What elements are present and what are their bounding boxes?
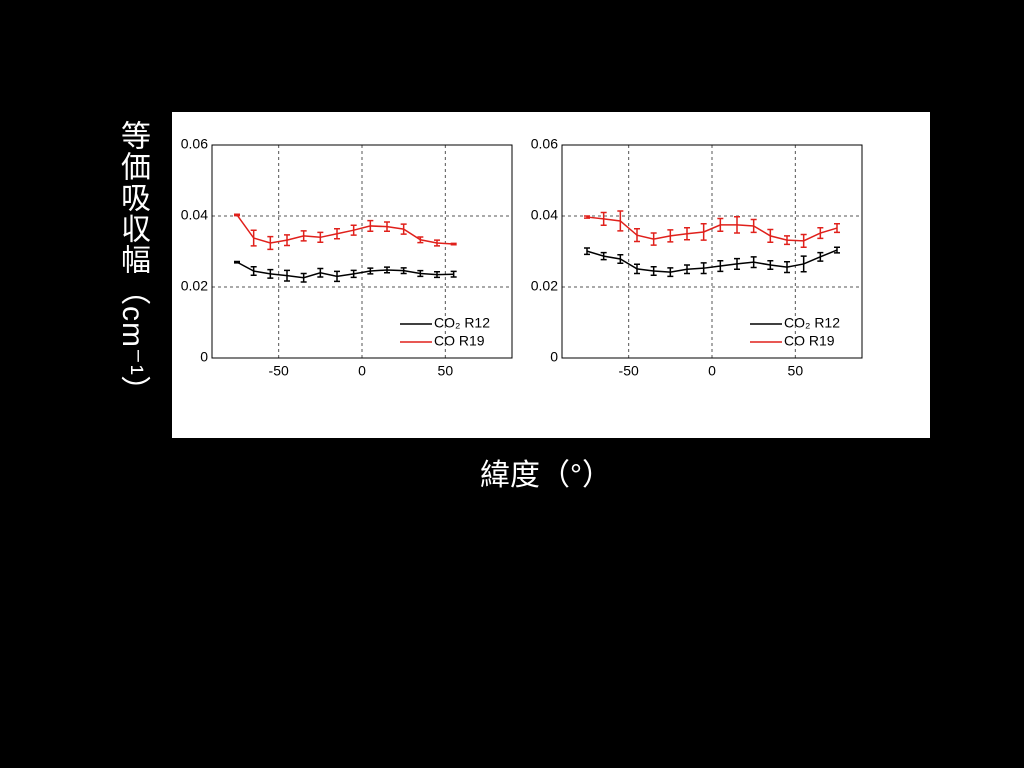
error-bar (767, 228, 774, 244)
error-bar (417, 236, 424, 244)
error-bar (417, 269, 424, 278)
error-bar (317, 231, 324, 244)
legend-label: CO₂ R12 (784, 315, 840, 331)
y-tick-label: 0.02 (531, 278, 558, 294)
error-bar (650, 232, 657, 246)
error-bar (317, 267, 324, 278)
series-line (236, 261, 454, 279)
axes-frame (211, 144, 513, 359)
error-bar (600, 211, 607, 226)
error-bar (817, 226, 824, 240)
error-bar (267, 235, 274, 251)
error-bar (784, 235, 790, 246)
y-tick-label: 0 (550, 349, 558, 365)
error-bar (684, 264, 690, 275)
y-axis-label: 等価吸収幅（cm⁻¹） (116, 120, 149, 407)
error-bar (617, 253, 624, 264)
error-bar (384, 221, 390, 233)
error-bar (367, 267, 374, 275)
error-bar (700, 262, 707, 275)
error-bar (817, 251, 824, 262)
error-bar (800, 255, 807, 273)
y-tick-label: 0.06 (181, 136, 208, 152)
error-bar (284, 269, 290, 282)
legend-label: CO₂ R12 (434, 315, 490, 331)
error-bar (334, 270, 340, 283)
error-bar (400, 267, 407, 275)
series-line (236, 214, 454, 245)
error-bar (667, 229, 674, 243)
error-bar (734, 257, 740, 270)
error-bar (250, 229, 257, 247)
error-bar (584, 215, 590, 219)
error-bar (750, 218, 757, 234)
error-bar (300, 272, 307, 283)
series-line (586, 216, 838, 242)
error-bar (450, 242, 457, 246)
error-bar (367, 219, 374, 233)
legend-label: CO R19 (434, 333, 485, 349)
error-bar (717, 217, 724, 233)
error-bar (800, 233, 807, 248)
y-tick-label: 0.04 (181, 207, 208, 223)
error-bar (684, 226, 690, 241)
x-tick-label: 50 (788, 363, 804, 379)
plot-area (212, 145, 512, 358)
error-bar (717, 259, 724, 273)
plot-area (562, 145, 862, 358)
error-bar (634, 263, 640, 275)
y-tick-label: 0.04 (531, 207, 558, 223)
error-bar (450, 270, 457, 278)
error-bar (250, 266, 257, 277)
axes-frame (561, 144, 863, 359)
x-tick-label: 50 (438, 363, 454, 379)
error-bar (267, 268, 274, 279)
error-bar (634, 228, 640, 243)
x-axis-label: 緯度（°） (480, 459, 612, 492)
x-tick-label: 0 (358, 363, 366, 379)
error-bar (350, 269, 357, 279)
error-bar (434, 270, 440, 279)
error-bar (650, 266, 657, 277)
legend-label: CO R19 (784, 333, 835, 349)
error-bar (834, 246, 840, 254)
error-bar (234, 260, 240, 264)
error-bar (617, 210, 624, 232)
error-bar (784, 261, 790, 274)
error-bar (284, 234, 290, 247)
x-tick-label: -50 (619, 363, 639, 379)
error-bar (700, 223, 707, 241)
y-tick-label: 0.02 (181, 278, 208, 294)
error-bar (834, 223, 840, 234)
error-bar (767, 259, 774, 270)
error-bar (350, 224, 357, 236)
error-bar (384, 266, 390, 274)
error-bar (750, 256, 757, 269)
error-bar (600, 251, 607, 261)
error-bar (667, 267, 674, 278)
series-line (586, 249, 838, 273)
error-bar (300, 230, 307, 242)
error-bar (400, 223, 407, 235)
error-bar (434, 239, 440, 247)
y-tick-label: 0 (200, 349, 208, 365)
error-bar (234, 213, 240, 217)
x-tick-label: 0 (708, 363, 716, 379)
y-tick-label: 0.06 (531, 136, 558, 152)
x-tick-label: -50 (269, 363, 289, 379)
error-bar (334, 228, 340, 240)
error-bar (734, 215, 740, 234)
error-bar (584, 247, 590, 256)
